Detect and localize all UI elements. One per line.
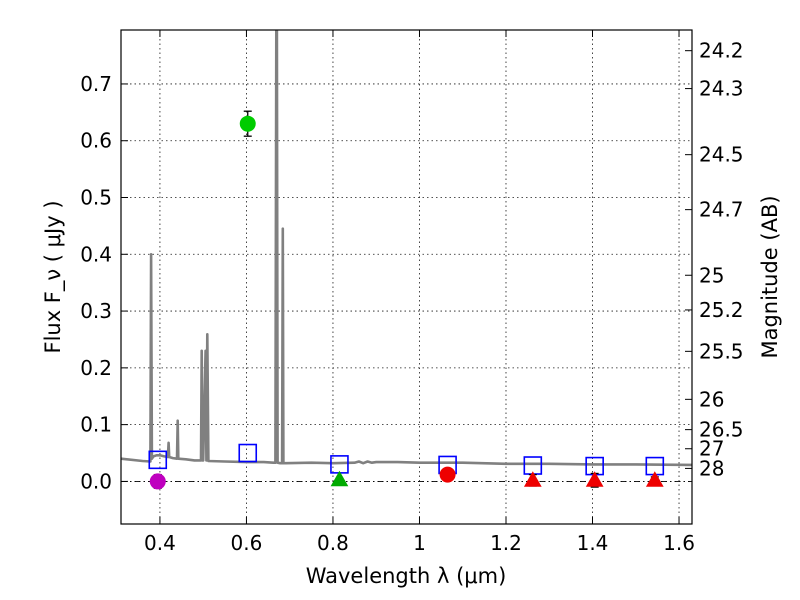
y-tick-label: 0.4 — [80, 242, 112, 266]
y-tick-label: 0.6 — [80, 129, 112, 153]
x-tick-label: 0.4 — [144, 531, 176, 555]
upper-limit-triangle — [330, 470, 349, 487]
y-tick-label: 0.5 — [80, 186, 112, 210]
plot-frame — [120, 29, 693, 525]
y-tick-label: 0.0 — [80, 469, 112, 493]
x-tick-label: 0.6 — [231, 531, 263, 555]
observed-point — [439, 466, 456, 483]
upper-limit-triangle — [523, 471, 542, 487]
x-tick-labels: 0.4 0.6 0.8 1 1.2 1.4 1.6 — [144, 531, 695, 555]
magnitude-tick-label: 24.2 — [699, 39, 744, 63]
y-tick-label: 0.2 — [80, 356, 112, 380]
observed-point — [149, 473, 166, 490]
x-tick-label: 0.8 — [317, 531, 349, 555]
data-series — [121, 30, 692, 490]
upper-limit-triangle — [585, 471, 604, 487]
magnitude-tick-label: 26.5 — [699, 418, 744, 442]
plot-area — [121, 30, 692, 524]
y-tick-label: 0.3 — [80, 299, 112, 323]
x-tick-label: 1.6 — [663, 531, 695, 555]
ticks — [121, 30, 692, 524]
magnitude-tick-label: 28 — [699, 456, 724, 480]
magnitude-axis-label: Magnitude (AB) — [758, 195, 782, 358]
y-axis-label: Flux F_ν ( μJy ) — [41, 200, 66, 353]
magnitude-tick-label: 25.5 — [699, 339, 744, 363]
x-tick-label: 1.4 — [577, 531, 609, 555]
magnitude-tick-label: 26 — [699, 387, 724, 411]
x-axis-label: Wavelength λ (μm) — [306, 564, 507, 588]
magnitude-tick-label: 24.5 — [699, 143, 744, 167]
observed-point — [239, 115, 256, 132]
y-tick-label: 0.7 — [80, 72, 112, 96]
upper-limit-triangle — [645, 471, 664, 487]
magnitude-tick-label: 24.7 — [699, 198, 744, 222]
magnitude-tick-label: 27 — [699, 437, 724, 461]
magnitude-tick-label: 25 — [699, 263, 724, 287]
x-tick-label: 1 — [413, 531, 426, 555]
magnitude-tick-label: 24.3 — [699, 77, 744, 101]
model-bandpass-square — [148, 450, 168, 470]
y-tick-label: 0.1 — [80, 413, 112, 437]
x-tick-label: 1.2 — [490, 531, 522, 555]
model-bandpass-square — [238, 443, 258, 463]
magnitude-tick-label: 25.2 — [699, 298, 744, 322]
y-tick-labels: 0.0 0.1 0.2 0.3 0.4 0.5 0.6 0.7 — [80, 72, 112, 493]
